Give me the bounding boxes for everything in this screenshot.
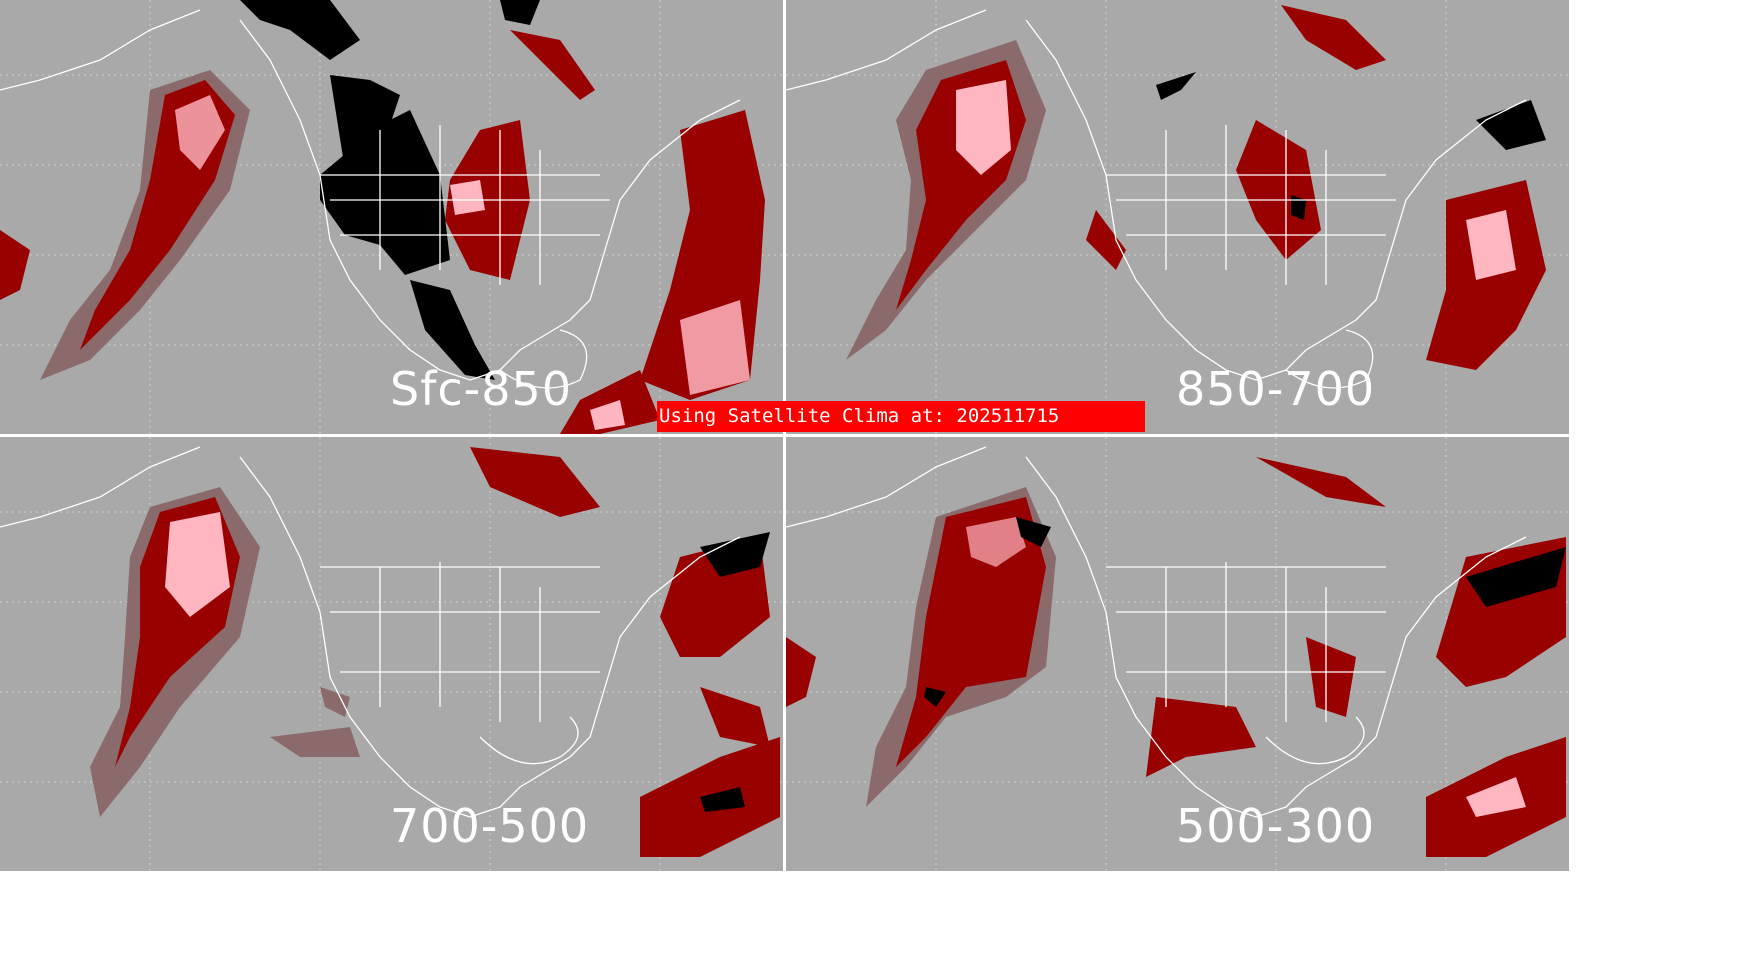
- moisture-field: [846, 5, 1546, 370]
- panel-label-layer: 500-300: [1176, 799, 1376, 853]
- no-data-mask: [240, 0, 540, 380]
- no-data-mask: [700, 532, 770, 812]
- map-panel-700-500: 700-500: [0, 437, 783, 871]
- no-data-mask: [1156, 72, 1546, 220]
- panel-label-layer: 850-700: [1176, 362, 1376, 416]
- panel-label-layer: Sfc-850: [390, 362, 573, 416]
- moisture-field: [786, 457, 1566, 857]
- map-canvas-700-500: [0, 437, 783, 871]
- lat-lon-grid: [786, 437, 1569, 871]
- four-panel-map-frame: Sfc-850: [0, 0, 1569, 871]
- no-data-mask: [924, 517, 1566, 707]
- map-canvas-500-300: [786, 437, 1569, 871]
- satellite-climatology-banner: Using Satellite Clima at: 202511715: [657, 401, 1145, 432]
- map-panel-sfc-850: Sfc-850: [0, 0, 783, 434]
- coastlines-and-borders: [0, 446, 741, 818]
- map-panel-850-700: 850-700: [786, 0, 1569, 434]
- coastlines-and-borders: [786, 9, 1527, 389]
- map-panel-500-300: 500-300: [786, 437, 1569, 871]
- map-canvas-sfc-850: [0, 0, 783, 434]
- map-canvas-850-700: [786, 0, 1569, 434]
- coastlines-and-borders: [786, 446, 1527, 818]
- coastlines-and-borders: [0, 9, 741, 389]
- moisture-field: [90, 447, 780, 857]
- panel-label-layer: 700-500: [390, 799, 590, 853]
